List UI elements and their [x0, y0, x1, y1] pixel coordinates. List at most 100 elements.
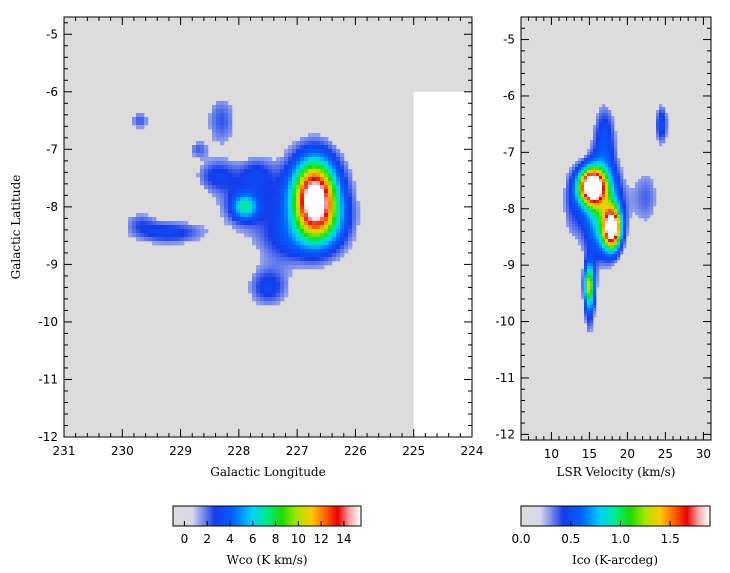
heatmap-cell	[304, 141, 309, 146]
heatmap-cell	[352, 197, 357, 202]
heatmap-cell	[662, 128, 666, 132]
heatmap-cell	[572, 230, 576, 234]
heatmap-cell	[296, 157, 301, 162]
heatmap-cell	[596, 131, 600, 135]
heatmap-cell	[587, 245, 591, 249]
heatmap-cell	[587, 149, 591, 153]
heatmap-cell	[168, 221, 173, 226]
heatmap-cell	[228, 113, 233, 118]
heatmap-cell	[581, 287, 585, 291]
heatmap-cell	[599, 218, 603, 222]
heatmap-cell	[284, 249, 289, 254]
heatmap-cell	[280, 213, 285, 218]
heatmap-cell	[605, 149, 609, 153]
left-plot-frame	[63, 16, 473, 438]
heatmap-cell	[212, 113, 217, 118]
y-tick-label: -10	[495, 315, 515, 329]
heatmap-cell	[581, 200, 585, 204]
colorbar-step	[220, 506, 223, 526]
colorbar-step	[348, 506, 351, 526]
heatmap-cell	[144, 233, 149, 238]
heatmap-cell	[256, 157, 261, 162]
heatmap-cell	[340, 229, 345, 234]
heatmap-cell	[288, 169, 293, 174]
heatmap-cell	[224, 221, 229, 226]
heatmap-cell	[587, 152, 591, 156]
heatmap-cell	[292, 265, 297, 270]
heatmap-cell	[268, 237, 273, 242]
heatmap-cell	[308, 225, 313, 230]
heatmap-cell	[608, 215, 612, 219]
colorbar-step	[654, 506, 657, 526]
heatmap-cell	[208, 117, 213, 122]
heatmap-cell	[316, 229, 321, 234]
heatmap-cell	[614, 260, 618, 264]
heatmap-cell	[614, 203, 618, 207]
colorbar-step	[287, 506, 290, 526]
heatmap-cell	[608, 152, 612, 156]
heatmap-cell	[260, 189, 265, 194]
heatmap-cell	[569, 194, 573, 198]
heatmap-cell	[575, 176, 579, 180]
heatmap-cell	[216, 177, 221, 182]
colorbar-step	[335, 506, 338, 526]
heatmap-cell	[280, 257, 285, 262]
heatmap-cell	[599, 230, 603, 234]
heatmap-cell	[587, 158, 591, 162]
colorbar-step	[356, 506, 359, 526]
heatmap-cell	[593, 197, 597, 201]
heatmap-cell	[264, 233, 269, 238]
heatmap-cell	[204, 229, 209, 234]
heatmap-cell	[581, 278, 585, 282]
heatmap-cell	[635, 191, 639, 195]
heatmap-cell	[252, 209, 257, 214]
heatmap-cell	[252, 221, 257, 226]
heatmap-cell	[320, 249, 325, 254]
heatmap-cell	[617, 242, 621, 246]
heatmap-cell	[220, 161, 225, 166]
heatmap-cell	[578, 179, 582, 183]
heatmap-cell	[596, 245, 600, 249]
heatmap-cell	[344, 249, 349, 254]
colorbar-step	[692, 506, 695, 526]
heatmap-cell	[620, 182, 624, 186]
heatmap-cell	[272, 225, 277, 230]
heatmap-cell	[304, 193, 309, 198]
heatmap-cell	[599, 266, 603, 270]
heatmap-cell	[578, 158, 582, 162]
heatmap-cell	[569, 224, 573, 228]
heatmap-cell	[224, 169, 229, 174]
heatmap-cell	[662, 125, 666, 129]
colorbar-step	[309, 506, 312, 526]
heatmap-cell	[332, 221, 337, 226]
heatmap-cell	[308, 177, 313, 182]
heatmap-cell	[566, 194, 570, 198]
heatmap-cell	[264, 281, 269, 286]
heatmap-cell	[320, 181, 325, 186]
heatmap-cell	[248, 225, 253, 230]
colorbar-step	[661, 506, 664, 526]
heatmap-cell	[260, 221, 265, 226]
y-tick-label: -10	[38, 315, 58, 329]
colorbar-step	[533, 506, 536, 526]
heatmap-cell	[292, 225, 297, 230]
heatmap-cell	[638, 191, 642, 195]
heatmap-cell	[268, 213, 273, 218]
heatmap-cell	[312, 157, 317, 162]
heatmap-cell	[605, 188, 609, 192]
heatmap-cell	[590, 227, 594, 231]
heatmap-cell	[300, 173, 305, 178]
heatmap-cell	[304, 145, 309, 150]
heatmap-cell	[608, 239, 612, 243]
heatmap-cell	[614, 194, 618, 198]
heatmap-cell	[272, 249, 277, 254]
heatmap-cell	[136, 213, 141, 218]
heatmap-cell	[288, 157, 293, 162]
heatmap-cell	[252, 157, 257, 162]
heatmap-cell	[596, 188, 600, 192]
heatmap-cell	[236, 221, 241, 226]
heatmap-cell	[356, 217, 361, 222]
heatmap-cell	[593, 125, 597, 129]
heatmap-cell	[611, 155, 615, 159]
heatmap-cell	[665, 131, 669, 135]
